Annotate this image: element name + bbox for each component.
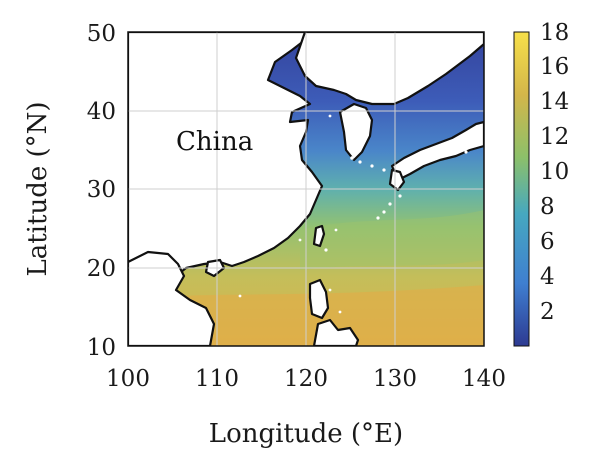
colorbar-tick-label: 14 xyxy=(540,89,569,115)
x-tick-label: 140 xyxy=(462,366,506,392)
y-axis-title: Latitude (°N) xyxy=(23,101,53,276)
colorbar-tick-label: 8 xyxy=(540,194,555,220)
philippines-luzon xyxy=(308,278,330,320)
gridlines xyxy=(128,32,484,346)
philippines-south xyxy=(312,318,360,346)
y-tick-label: 40 xyxy=(87,99,116,125)
indochina-landmass xyxy=(128,250,216,346)
y-axis: 10 20 30 40 50 xyxy=(87,21,116,361)
colorbar-tick-label: 18 xyxy=(540,20,569,46)
x-axis: 100 110 120 130 140 xyxy=(106,366,506,392)
colorbar-tick-label: 4 xyxy=(540,264,555,290)
korea-landmass xyxy=(338,102,374,162)
colorbar-tick-label: 6 xyxy=(540,229,555,255)
x-tick-label: 120 xyxy=(284,366,328,392)
colorbar-gradient xyxy=(513,31,530,347)
y-tick-label: 20 xyxy=(87,256,116,282)
sea-shade-mid xyxy=(300,210,484,270)
x-tick-label: 130 xyxy=(373,366,417,392)
japan-honshu xyxy=(390,120,484,182)
colorbar-tick-label: 10 xyxy=(540,159,569,185)
y-tick-label: 50 xyxy=(87,21,116,47)
x-axis-title: Longitude (°E) xyxy=(209,419,403,449)
russia-landmass xyxy=(294,32,484,106)
taiwan xyxy=(312,224,326,248)
japan-kyushu xyxy=(388,168,406,192)
colorbar: 2 4 6 8 10 12 14 16 18 xyxy=(513,20,569,347)
colorbar-tick-label: 16 xyxy=(540,54,569,80)
region-label-china: China xyxy=(176,127,253,157)
colorbar-tick-label: 12 xyxy=(540,124,569,150)
plot-frame xyxy=(127,31,485,347)
y-tick-label: 30 xyxy=(87,177,116,203)
y-tick-label: 10 xyxy=(87,335,116,361)
colorbar-tick-label: 2 xyxy=(540,299,555,325)
coastal-speckles xyxy=(238,114,478,314)
x-tick-label: 110 xyxy=(195,366,239,392)
x-tick-label: 100 xyxy=(106,366,150,392)
